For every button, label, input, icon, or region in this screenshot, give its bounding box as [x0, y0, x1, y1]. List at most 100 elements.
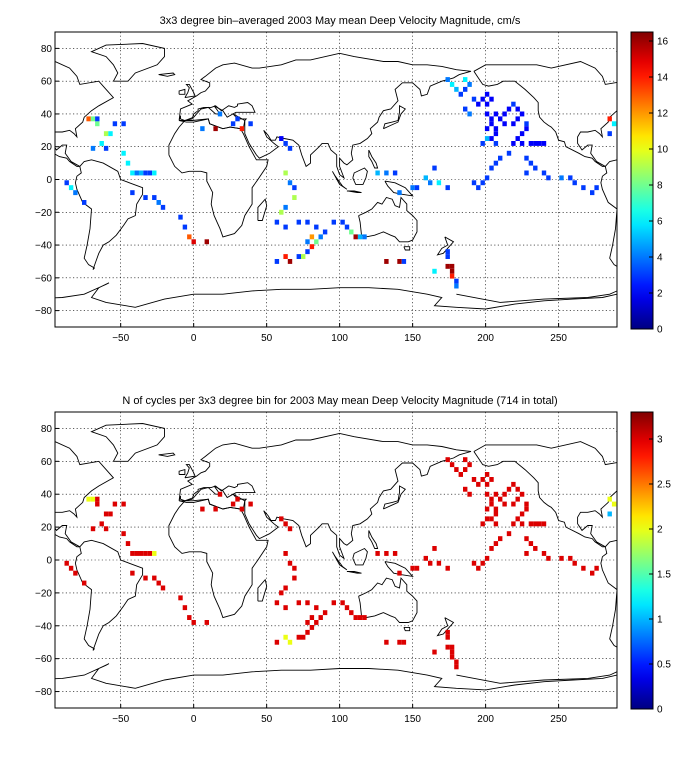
data-cell: [607, 511, 612, 517]
data-cell: [90, 526, 96, 532]
data-cell: [480, 560, 485, 566]
data-cell: [90, 496, 96, 502]
data-cell: [397, 190, 402, 196]
data-cell: [480, 477, 485, 482]
data-cell: [309, 625, 315, 630]
data-cell: [463, 486, 468, 492]
y-tick-label: −60: [35, 273, 52, 284]
data-cell: [353, 234, 358, 240]
data-cell: [274, 259, 280, 264]
data-cell: [384, 639, 389, 645]
data-cell: [401, 639, 407, 645]
data-cell: [528, 541, 534, 546]
data-cell: [362, 615, 367, 620]
data-cell: [322, 229, 328, 235]
data-cell: [449, 644, 455, 650]
data-cell: [445, 565, 450, 571]
data-cell: [432, 546, 437, 551]
data-cell: [414, 565, 420, 571]
coastline: [684, 453, 696, 456]
data-cell: [502, 491, 507, 497]
data-cell: [581, 185, 586, 191]
data-cell: [463, 86, 468, 92]
data-cell: [292, 575, 297, 581]
colorbar-tick-label: 3: [657, 435, 663, 446]
data-cell: [541, 170, 547, 176]
data-cell: [607, 131, 612, 137]
coastline: [352, 167, 368, 185]
data-cell: [401, 259, 407, 264]
data-cell: [160, 204, 166, 210]
coastlines: [55, 423, 696, 691]
data-cell: [182, 224, 188, 230]
data-cell: [471, 560, 477, 566]
data-cell: [152, 195, 157, 200]
data-cell: [568, 175, 573, 181]
coastline: [178, 469, 186, 475]
data-cell: [611, 121, 617, 127]
data-cell: [445, 254, 450, 259]
data-cell: [397, 259, 402, 264]
data-cell: [95, 496, 100, 502]
x-tick-label: 50: [261, 714, 273, 725]
data-cell: [471, 180, 477, 186]
data-cell: [235, 496, 240, 502]
data-cell: [296, 600, 301, 606]
data-cell: [519, 111, 525, 117]
coastline: [55, 61, 115, 167]
data-cell: [493, 541, 499, 546]
y-tick-label: 60: [41, 77, 53, 88]
data-cell: [301, 254, 306, 259]
colorbar-tick-label: 16: [657, 37, 669, 48]
data-cell: [515, 516, 520, 522]
data-cell: [533, 521, 538, 527]
data-cell: [489, 477, 494, 482]
data-cell: [484, 555, 490, 561]
x-tick-label: 50: [261, 333, 273, 344]
data-cell: [498, 536, 503, 542]
data-cell: [546, 175, 551, 181]
data-cell: [524, 506, 529, 512]
data-cell: [493, 506, 499, 512]
data-cell: [156, 200, 161, 205]
data-cell: [283, 551, 288, 556]
data-cell: [143, 551, 148, 556]
coastline: [346, 571, 362, 574]
data-cell: [484, 516, 490, 522]
data-cell: [90, 145, 96, 151]
data-cell: [138, 551, 144, 556]
data-cell: [541, 141, 547, 146]
colorbar-tick-label: 8: [657, 181, 663, 192]
data-cell: [200, 506, 205, 512]
data-cell: [309, 244, 315, 250]
colorbar-tick-label: 6: [657, 217, 663, 228]
colorbar-tick-label: 0.5: [657, 660, 671, 671]
data-cell: [594, 565, 599, 571]
data-cell: [392, 551, 398, 556]
data-cell: [515, 136, 520, 141]
x-tick-label: 100: [331, 333, 348, 344]
data-cell: [484, 111, 490, 117]
colorbar: [630, 31, 654, 330]
data-cell: [68, 185, 74, 191]
data-cell: [537, 141, 542, 146]
coastline: [158, 452, 176, 457]
data-cell: [502, 111, 507, 117]
coastline: [403, 626, 411, 632]
data-cell: [397, 639, 402, 645]
data-cell: [340, 219, 345, 225]
data-cell: [519, 491, 525, 497]
coastline: [600, 539, 617, 648]
data-cell: [82, 200, 87, 205]
data-cell: [454, 278, 459, 284]
data-cell: [498, 155, 503, 161]
data-cell: [204, 620, 209, 625]
coastline: [178, 88, 186, 95]
data-cell: [86, 116, 91, 122]
coastline: [382, 105, 407, 130]
data-cell: [533, 546, 538, 551]
data-cell: [283, 224, 288, 230]
data-cell: [187, 234, 192, 240]
data-cell: [489, 546, 494, 551]
data-cell: [484, 126, 490, 132]
